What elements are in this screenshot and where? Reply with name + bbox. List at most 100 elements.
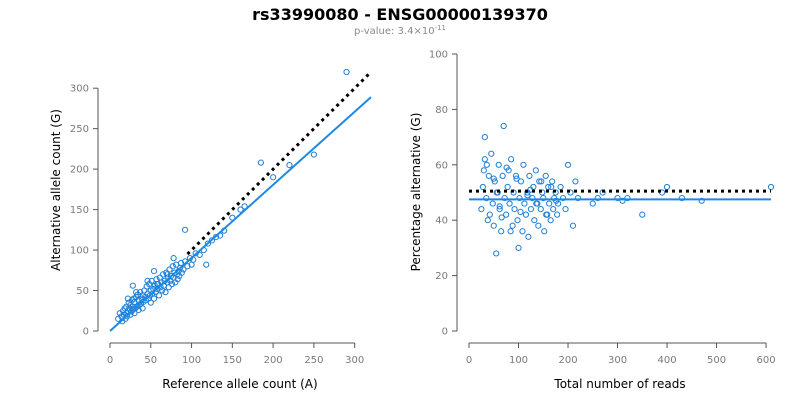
- right-data-point: [678, 194, 685, 202]
- left-fit-line: [109, 96, 372, 332]
- right-x-tick-label: 100: [509, 355, 528, 366]
- right-data-point: [589, 200, 596, 207]
- left-data-point: [126, 305, 133, 312]
- right-data-point: [503, 211, 510, 218]
- right-data-point: [493, 250, 500, 257]
- right-data-point: [504, 183, 511, 191]
- right-data-point: [536, 178, 543, 185]
- right-data-point: [553, 197, 560, 204]
- left-x-tick-label: 100: [182, 355, 201, 366]
- left-data-point: [132, 305, 139, 312]
- chart-subtitle: p-value: 3.4×10-11: [354, 24, 446, 37]
- left-data-point: [203, 261, 210, 268]
- right-data-point: [498, 214, 505, 221]
- right-x-tick-label: 600: [757, 355, 776, 366]
- right-data-point: [554, 211, 561, 218]
- left-data-point: [154, 280, 161, 288]
- right-data-point: [481, 156, 488, 163]
- left-data-point: [237, 206, 244, 213]
- right-data-point: [517, 178, 525, 185]
- right-data-point: [594, 194, 601, 202]
- right-data-point: [624, 194, 631, 202]
- right-data-point: [537, 206, 544, 213]
- right-data-point: [484, 217, 491, 224]
- left-data-point: [178, 269, 185, 276]
- right-data-point: [496, 206, 503, 213]
- left-x-tick-label: 250: [304, 355, 323, 366]
- left-data-point: [270, 174, 277, 181]
- right-data-point: [517, 208, 524, 215]
- left-data-point: [124, 313, 131, 320]
- right-data-point: [498, 228, 505, 235]
- right-y-tick-label: 60: [435, 160, 448, 171]
- right-x-axis-label: Total number of reads: [553, 377, 685, 391]
- right-data-point: [515, 244, 522, 251]
- right-data-point: [506, 200, 513, 207]
- right-data-point: [531, 217, 538, 224]
- right-data-point: [562, 206, 569, 213]
- left-data-point: [155, 292, 163, 299]
- right-y-tick-label: 40: [435, 216, 448, 227]
- right-data-point: [481, 134, 488, 141]
- left-data-point: [169, 263, 176, 270]
- right-data-point: [489, 200, 496, 207]
- right-data-point: [501, 194, 508, 202]
- right-data-point: [557, 183, 564, 191]
- right-data-point: [549, 178, 556, 185]
- right-data-point: [519, 228, 526, 235]
- right-data-point: [496, 203, 503, 210]
- left-x-tick-label: 150: [223, 355, 242, 366]
- left-data-point: [241, 203, 248, 210]
- left-data-point: [184, 263, 191, 270]
- left-reference-line: [186, 70, 373, 256]
- right-y-tick-label: 20: [435, 271, 448, 282]
- left-scatter-panel: Reference allele count (A) Alternative a…: [49, 68, 373, 391]
- right-data-point: [509, 222, 516, 229]
- chart-title: rs33990080 - ENSG00000139370: [252, 5, 548, 24]
- right-data-point: [698, 197, 705, 204]
- left-data-point: [286, 161, 293, 169]
- right-data-point: [569, 222, 577, 229]
- right-data-point: [540, 194, 547, 202]
- left-y-tick-label: 100: [70, 246, 89, 257]
- right-data-point: [572, 178, 579, 185]
- right-data-point: [516, 194, 523, 202]
- right-data-point: [524, 192, 531, 199]
- right-data-point: [546, 200, 553, 207]
- right-data-point: [483, 194, 490, 202]
- left-x-tick-label: 50: [144, 355, 157, 366]
- right-data-point: [614, 194, 621, 202]
- left-data-point: [310, 151, 318, 158]
- left-x-tick-label: 200: [264, 355, 283, 366]
- left-data-point: [170, 255, 177, 262]
- subtitle-prefix: p-value: 3.4×10: [354, 26, 435, 37]
- right-data-point: [507, 228, 514, 235]
- right-data-point: [499, 172, 506, 179]
- left-x-tick-label: 0: [107, 355, 113, 366]
- left-data-point: [162, 289, 169, 296]
- right-data-point: [511, 206, 518, 213]
- right-data-point: [538, 178, 545, 185]
- right-data-point: [522, 211, 530, 218]
- left-data-point: [177, 259, 185, 267]
- right-data-point: [480, 167, 487, 174]
- right-x-tick-label: 400: [657, 355, 676, 366]
- right-y-tick-label: 0: [442, 327, 448, 338]
- right-data-point: [485, 172, 492, 179]
- left-data-point: [144, 277, 151, 284]
- left-data-point: [174, 276, 181, 283]
- left-data-point: [208, 237, 216, 244]
- right-data-point: [543, 211, 550, 218]
- right-data-point: [479, 183, 486, 191]
- right-data-point: [483, 161, 490, 168]
- left-data-point: [196, 251, 203, 259]
- right-y-axis-label: Percentage alternative (G): [409, 113, 423, 272]
- right-data-point: [619, 197, 626, 204]
- left-data-point: [124, 295, 132, 302]
- left-data-point: [192, 250, 199, 257]
- right-data-point: [512, 172, 520, 179]
- left-y-tick-label: 150: [70, 205, 89, 216]
- left-y-tick-label: 200: [70, 165, 89, 176]
- left-data-point: [343, 68, 350, 76]
- left-y-tick-label: 250: [70, 124, 89, 135]
